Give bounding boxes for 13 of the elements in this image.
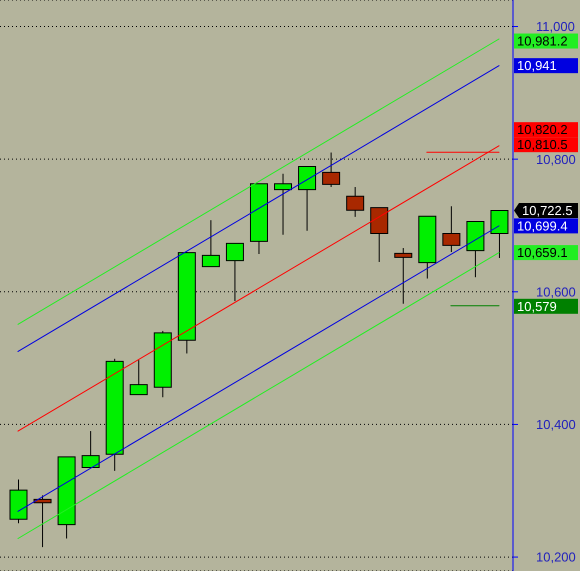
y-tick-label: 10,400 [536, 417, 576, 432]
data-label: 10,810.5 [517, 137, 568, 152]
y-tick-label: 10,600 [536, 284, 576, 300]
y-tick-label: 10,200 [536, 550, 576, 565]
data-label: 10,579 [517, 298, 557, 314]
data-label: 10,820.2 [517, 122, 568, 138]
y-tick-label: 10,800 [536, 152, 576, 167]
data-label: 10,981.2 [517, 34, 568, 49]
data-label: 10,941 [517, 58, 557, 74]
text: 10,722.5 [522, 203, 573, 218]
data-label: 10,699.4 [517, 218, 568, 234]
y-tick-label: 11,000 [536, 19, 575, 34]
data-label: 10,659.1 [517, 245, 568, 260]
